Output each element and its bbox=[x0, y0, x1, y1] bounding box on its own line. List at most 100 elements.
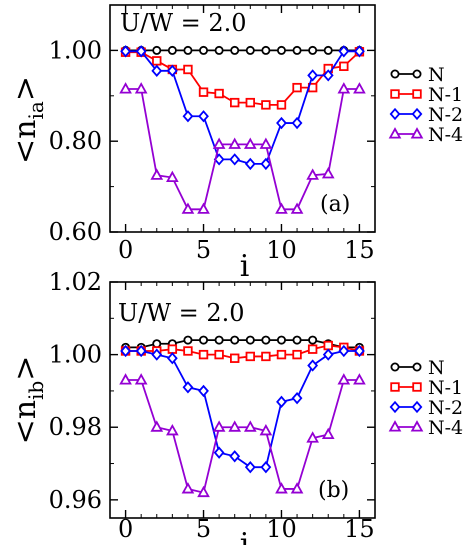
marker-2-legend-a-diamond bbox=[389, 107, 401, 121]
marker-3-5-triangle bbox=[197, 202, 210, 214]
x-tick-label: 5 bbox=[196, 236, 211, 264]
marker-3-14-triangle bbox=[337, 373, 351, 385]
annotation-u-over-w: U/W = 2.0 bbox=[120, 9, 247, 37]
x-axis-label: i bbox=[240, 249, 250, 284]
marker-3-11-triangle bbox=[290, 202, 304, 214]
marker-1-11-square bbox=[292, 349, 302, 360]
legend: NN-1N-2N-4 bbox=[388, 357, 463, 439]
panel-label: (b) bbox=[318, 478, 349, 503]
marker-1-legend-a-square bbox=[390, 89, 400, 99]
legend-label-N-2: N-2 bbox=[428, 397, 463, 419]
legend-label-N-2: N-2 bbox=[428, 104, 463, 126]
y-tick-label: 0.60 bbox=[49, 218, 102, 246]
y-axis-label-main: <n bbox=[8, 400, 43, 444]
series-line-N-2 bbox=[125, 50, 360, 165]
marker-3-12-triangle bbox=[306, 168, 319, 180]
marker-3-2-triangle bbox=[150, 168, 164, 180]
marker-3-1-triangle bbox=[134, 373, 148, 385]
marker-3-3-triangle bbox=[166, 170, 179, 183]
marker-0-6-circle bbox=[214, 45, 224, 55]
y-axis-label-sub: ia bbox=[24, 101, 48, 119]
marker-2-10-diamond bbox=[276, 116, 287, 130]
marker-2-8-diamond bbox=[244, 461, 256, 474]
marker-3-5-triangle bbox=[197, 485, 210, 498]
marker-2-2-diamond bbox=[151, 64, 163, 77]
marker-2-3-diamond bbox=[166, 352, 178, 365]
y-tick-label: 1.02 bbox=[49, 268, 102, 296]
marker-2-8-diamond bbox=[244, 157, 256, 171]
marker-2-0-diamond bbox=[120, 344, 131, 358]
y-axis-label-main: <n bbox=[8, 120, 43, 164]
series-N-4 bbox=[119, 373, 366, 498]
marker-2-1-diamond bbox=[135, 344, 147, 358]
marker-0-12-circle bbox=[308, 45, 318, 55]
marker-1-4-square bbox=[183, 346, 193, 356]
marker-3-9-triangle bbox=[259, 424, 273, 436]
marker-3-9-triangle bbox=[259, 137, 273, 149]
series-line-N-1 bbox=[125, 51, 361, 106]
y-axis-label: <nia> bbox=[8, 76, 48, 164]
series-N-4 bbox=[119, 82, 366, 214]
marker-1-legend-b-square bbox=[412, 89, 422, 99]
marker-0-2-circle bbox=[152, 45, 162, 55]
marker-0-8-circle bbox=[245, 45, 255, 55]
marker-2-6-diamond bbox=[213, 446, 225, 459]
marker-1-6-square bbox=[214, 88, 224, 99]
x-tick-label: 15 bbox=[344, 236, 375, 264]
series-line-N-1 bbox=[125, 344, 360, 360]
marker-2-2-diamond bbox=[151, 348, 163, 361]
marker-2-7-diamond bbox=[229, 153, 241, 166]
marker-3-4-triangle bbox=[181, 482, 195, 494]
marker-2-4-diamond bbox=[182, 110, 194, 123]
marker-3-10-triangle bbox=[275, 482, 288, 494]
marker-2-5-diamond bbox=[198, 384, 209, 398]
marker-2-15-diamond bbox=[354, 45, 365, 58]
legend-label-N-1: N-1 bbox=[428, 84, 463, 106]
y-tick-label: 1.00 bbox=[49, 341, 102, 369]
marker-3-12-triangle bbox=[306, 431, 319, 443]
x-tick-label: 0 bbox=[118, 236, 133, 264]
panel-a: 0 5 10 15 0.60 0.80 1.00 i <nia> U/W = 2.0 (a) NN-1… bbox=[8, 4, 463, 284]
marker-1-10-square bbox=[276, 349, 287, 360]
marker-1-10-square bbox=[276, 100, 287, 110]
marker-2-0-diamond bbox=[120, 45, 131, 58]
marker-3-6-triangle bbox=[212, 137, 226, 149]
marker-2-14-diamond bbox=[338, 45, 350, 58]
marker-2-1-diamond bbox=[135, 45, 147, 58]
marker-0-8-circle bbox=[245, 335, 255, 345]
annotation-u-over-w: U/W = 2.0 bbox=[118, 299, 245, 327]
marker-0-9-circle bbox=[261, 45, 271, 55]
marker-3-6-triangle bbox=[212, 420, 226, 432]
marker-3-15-triangle bbox=[353, 82, 366, 94]
series-line-N-4 bbox=[125, 379, 360, 494]
marker-3-7-triangle bbox=[228, 137, 242, 149]
y-axis-label-close: > bbox=[8, 356, 43, 381]
marker-1-9-square bbox=[261, 100, 271, 110]
marker-0-legend-a-circle bbox=[390, 362, 400, 372]
plot-frame bbox=[109, 281, 376, 519]
marker-3-8-triangle bbox=[243, 420, 257, 432]
marker-3-legend-b-triangle bbox=[410, 127, 424, 139]
series-N-2 bbox=[120, 344, 365, 474]
marker-1-14-square bbox=[339, 61, 349, 71]
marker-3-legend-b-triangle bbox=[410, 420, 424, 432]
series-line-N bbox=[125, 339, 360, 349]
marker-0-3-circle bbox=[167, 45, 177, 55]
marker-3-13-triangle bbox=[321, 167, 335, 179]
marker-0-5-circle bbox=[199, 45, 209, 55]
y-tick-label: 1.00 bbox=[49, 36, 102, 64]
marker-1-legend-b-square bbox=[412, 382, 422, 392]
marker-2-3-diamond bbox=[166, 64, 178, 77]
y-axis-label: <nib> bbox=[8, 356, 48, 445]
x-tick-label: 5 bbox=[196, 515, 211, 543]
marker-2-14-diamond bbox=[338, 344, 350, 358]
series-N bbox=[121, 45, 364, 55]
y-axis-label-sub: ib bbox=[24, 381, 48, 400]
plot-frame bbox=[109, 4, 376, 233]
marker-3-14-triangle bbox=[337, 82, 351, 94]
marker-2-11-diamond bbox=[291, 116, 303, 130]
marker-0-10-circle bbox=[276, 335, 286, 345]
marker-3-legend-a-triangle bbox=[388, 420, 402, 432]
series-line-N-4 bbox=[125, 88, 360, 211]
series-line-N-2 bbox=[125, 350, 360, 469]
